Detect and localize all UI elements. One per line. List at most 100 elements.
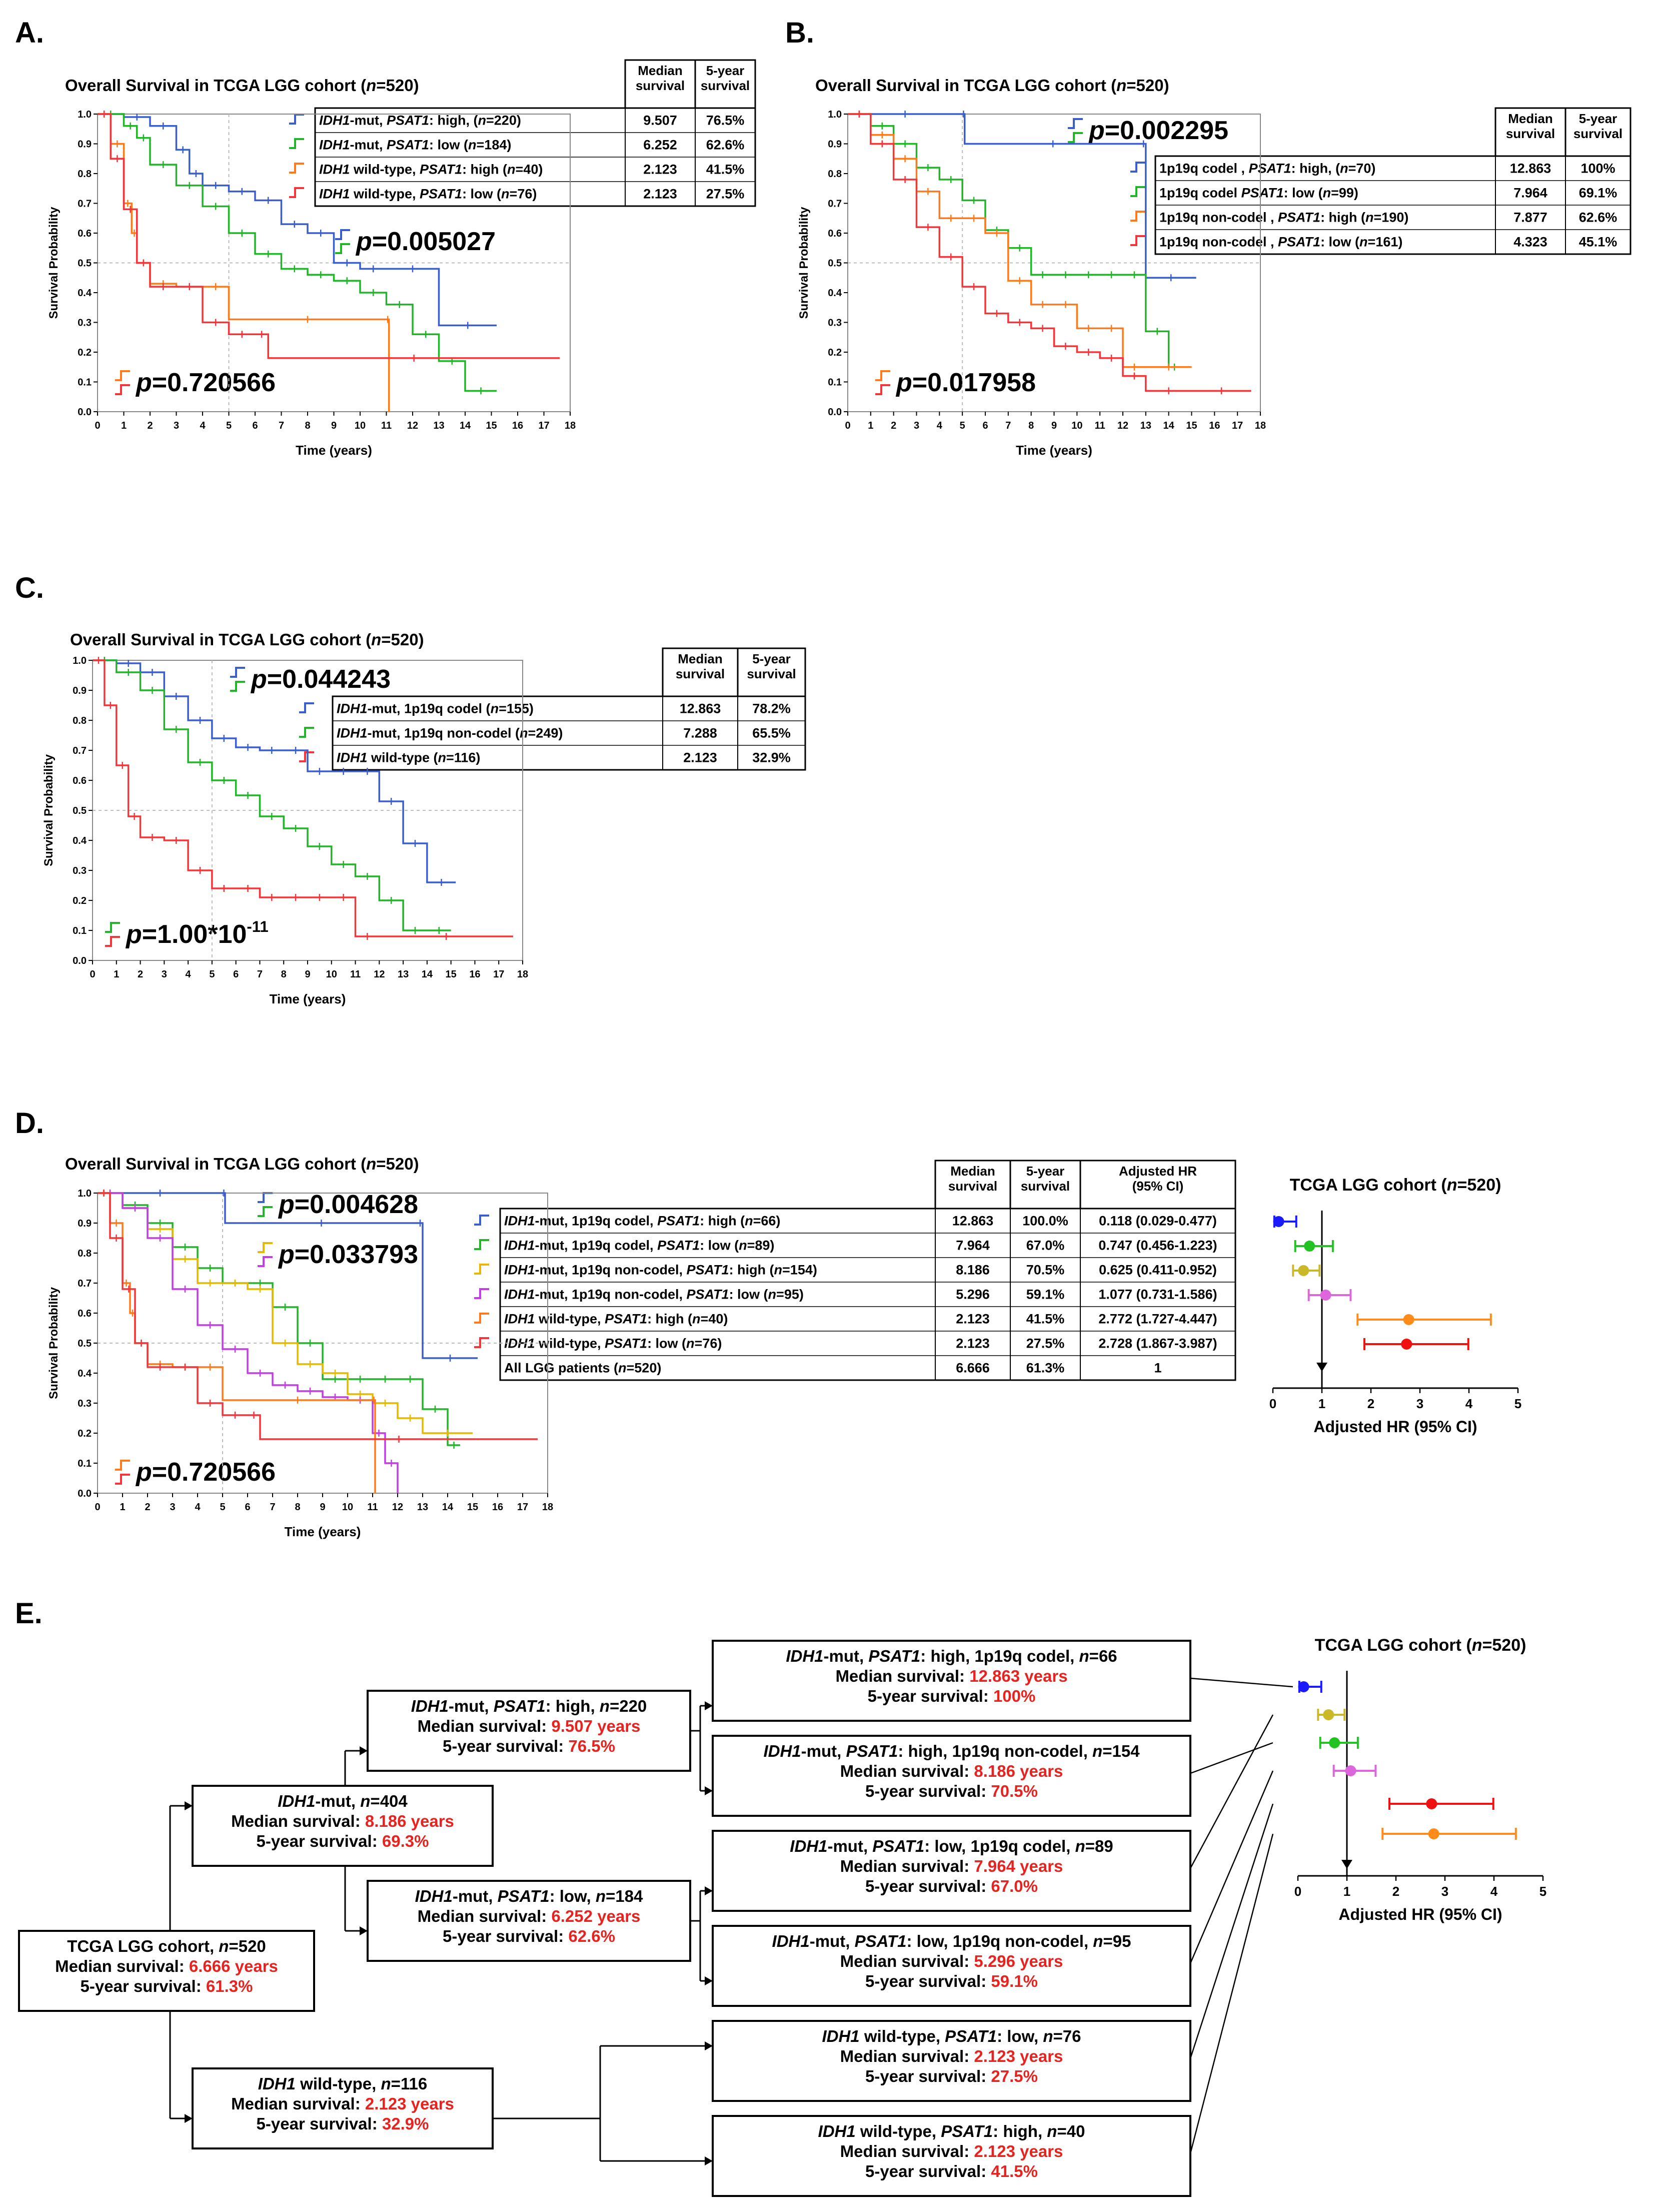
y-tick-label: 0.5	[78, 258, 92, 269]
node-leaf-4-title-part: wild-type,	[860, 2027, 945, 2045]
x-tick-label: 13	[398, 969, 409, 980]
table-row-label-part: n	[1340, 161, 1348, 176]
node-leaf-3-median-part: 5.296 years	[974, 1952, 1063, 1970]
y-tick-label: 0.7	[828, 199, 842, 210]
leaf-to-forest-line	[1190, 1742, 1273, 1774]
table-row-label-part: IDH1	[504, 1312, 535, 1327]
x-tick-label: 3	[914, 420, 919, 431]
x-tick-label: 14	[442, 1502, 454, 1513]
x-axis-label: Time (years)	[270, 991, 346, 1006]
p-value-c2-glyph1	[105, 922, 120, 933]
plot-title: Overall Survival in TCGA LGG cohort (n=5…	[65, 76, 419, 95]
node-leaf-5-title-part: : high,	[993, 2122, 1047, 2140]
table-row-label-part: All LGG patients (	[504, 1361, 618, 1376]
node-leaf-0-five-year-part: 5-year survival:	[868, 1687, 993, 1705]
node-leaf-2-five-year-part: 5-year survival:	[865, 1877, 991, 1895]
table-value: 2.123	[643, 187, 677, 202]
y-tick-label: 0.5	[73, 805, 87, 816]
forest-point	[1401, 1339, 1412, 1350]
panel-a: A.Overall Survival in TCGA LGG cohort (n…	[15, 17, 756, 397]
p-value-d2-glyph2	[258, 1256, 273, 1267]
node-leaf-5-title-part: wild-type,	[856, 2122, 941, 2140]
x-tick-label: 14	[422, 969, 433, 980]
table-value: 100.0%	[1022, 1214, 1068, 1229]
legend-glyph	[474, 1264, 489, 1275]
table-value: 76.5%	[706, 113, 745, 128]
table-row-label-part: PSAT1	[1278, 210, 1320, 225]
table-row-label-part: PSAT1	[657, 1214, 700, 1229]
table-row-label: IDH1 wild-type, PSAT1: low (n=76)	[319, 187, 537, 202]
node-idh1-wt-title-part: IDH1	[258, 2074, 296, 2093]
node-mut-high-title-part: =220	[610, 1697, 647, 1715]
y-tick-label: 0.8	[78, 169, 92, 180]
table-value: 78.2%	[752, 701, 791, 716]
forest-point	[1345, 1765, 1356, 1776]
y-tick-label: 0.7	[78, 1278, 92, 1289]
x-tick-label: 9	[1051, 420, 1057, 431]
table-row-label-part: =40)	[516, 162, 543, 177]
x-tick-label: 12	[374, 969, 385, 980]
table-header-cell	[737, 647, 806, 697]
plot-title-part: Overall Survival in TCGA LGG cohort (	[65, 1155, 366, 1173]
y-tick-label: 0.0	[828, 407, 842, 418]
table-row-label-part: n	[520, 726, 528, 741]
node-leaf-2-title-part: PSAT1	[872, 1837, 924, 1855]
table-row-label-part: : low (	[700, 1238, 739, 1253]
forest-title-part: =520)	[1457, 1176, 1501, 1195]
plot-title-part: n	[366, 76, 376, 95]
table-row-label-part: =76)	[510, 187, 537, 202]
node-idh1-mut-title-part: -mut,	[315, 1792, 360, 1810]
table-header-text: (95% CI)	[1132, 1179, 1184, 1194]
km-plot-c: 0.00.10.20.30.40.50.60.70.80.91.00 1 2 3 4 5 6…	[42, 655, 528, 1006]
node-idh1-wt-five-year-part: 5-year survival:	[257, 2114, 382, 2133]
table-row-label-part: PSAT1	[420, 187, 462, 202]
table-row-label-part: IDH1	[337, 701, 368, 716]
km-curve-0	[98, 113, 497, 327]
node-root: TCGA LGG cohort, n=520 Median survival: 6…	[18, 1930, 315, 2012]
node-leaf-4-title-part: : low,	[997, 2027, 1043, 2045]
arrow-to-leaf2-head	[705, 1886, 713, 1895]
table-body	[499, 1208, 1236, 1381]
node-leaf-2-five-year: 5-year survival: 67.0%	[865, 1877, 1038, 1895]
table-row-label-part: -mut, 1p19q codel,	[535, 1214, 658, 1229]
p-value-a2-part: =0.720566	[152, 368, 276, 397]
p-value-a2-glyph1	[115, 370, 130, 381]
x-axis-label: Time (years)	[1016, 443, 1092, 458]
x-axis-label: Time (years)	[285, 1524, 361, 1539]
node-leaf-2-title: IDH1-mut, PSAT1: low, 1p19q codel, n=89	[790, 1837, 1113, 1855]
plot-title-part: =520)	[376, 76, 419, 95]
y-tick-label: 0.5	[78, 1338, 92, 1349]
node-mut-high: IDH1-mut, PSAT1: high, n=220 Median survi…	[367, 1690, 691, 1772]
p-value-d1-part: p	[278, 1190, 295, 1219]
x-tick-label: 2	[145, 1502, 150, 1513]
table-row-label-part: n	[501, 187, 510, 202]
y-tick-label: 0.8	[73, 715, 87, 726]
node-leaf-2-title-part: -mut,	[827, 1837, 872, 1855]
node-mut-high-title-part: -mut,	[449, 1697, 494, 1715]
table-row-label-part: IDH1	[319, 113, 350, 128]
x-tick-label: 15	[446, 969, 457, 980]
table-value: 6.252	[643, 138, 677, 153]
node-leaf-2-title-part: =89	[1085, 1837, 1113, 1855]
legend-glyph	[299, 751, 314, 762]
y-tick-label: 0.1	[78, 1458, 92, 1469]
y-axis-label: Survival Probability	[47, 1287, 61, 1399]
plot-title-part: n	[366, 1155, 376, 1173]
table-header-cell	[662, 647, 739, 697]
y-tick-label: 0.6	[78, 1308, 92, 1319]
p-value-c1-glyph2	[230, 681, 245, 692]
table-header-text: Median	[638, 63, 683, 78]
forest-point	[1426, 1798, 1437, 1809]
node-mut-high-title-part: IDH1	[411, 1697, 449, 1715]
forest-tick-label: 5	[1539, 1884, 1546, 1899]
node-leaf-5-title-part: =40	[1057, 2122, 1085, 2140]
table-row-label-part: : low (	[729, 1287, 768, 1302]
node-leaf-2: IDH1-mut, PSAT1: low, 1p19q codel, n=89 M…	[712, 1830, 1191, 1912]
x-tick-label: 12	[1117, 420, 1128, 431]
p-value-b2-part: p	[895, 368, 912, 397]
node-leaf-0-five-year-part: 100%	[993, 1687, 1035, 1705]
table-row-label: IDH1 wild-type (n=116)	[337, 750, 480, 765]
y-tick-label: 0.2	[78, 1428, 92, 1439]
